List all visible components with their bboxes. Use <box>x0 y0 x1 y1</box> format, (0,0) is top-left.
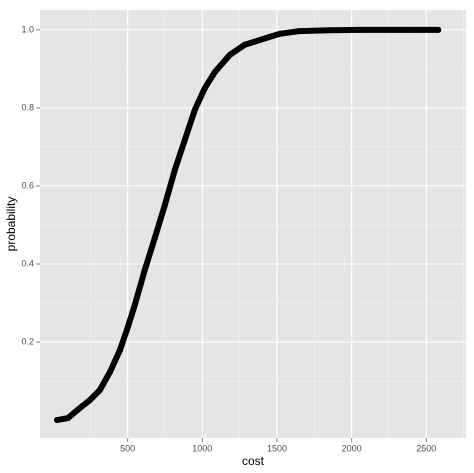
x-tick-label: 1500 <box>267 443 287 453</box>
point <box>435 26 442 33</box>
point <box>181 136 188 143</box>
point <box>393 26 400 33</box>
point <box>406 26 413 33</box>
x-tick-label: 2000 <box>342 443 362 453</box>
point <box>296 28 303 35</box>
point <box>151 234 158 241</box>
point <box>96 387 103 394</box>
y-tick-label: 1.0 <box>21 24 34 34</box>
point <box>276 30 283 37</box>
point <box>226 51 233 58</box>
y-tick-label: 0.2 <box>21 336 34 346</box>
point <box>241 41 248 48</box>
x-tick-label: 1000 <box>192 443 212 453</box>
y-axis-label: probability <box>4 197 18 252</box>
point <box>256 37 263 44</box>
y-tick-label: 0.8 <box>21 102 34 112</box>
point <box>171 166 178 173</box>
point <box>211 69 218 76</box>
point <box>123 326 130 333</box>
x-tick-label: 500 <box>120 443 135 453</box>
point <box>201 85 208 92</box>
y-tick-label: 0.6 <box>21 180 34 190</box>
point <box>86 397 93 404</box>
point <box>326 27 333 34</box>
plot-panel <box>40 10 466 438</box>
point <box>54 417 61 424</box>
point <box>116 347 123 354</box>
y-tick-label: 0.4 <box>21 258 34 268</box>
point <box>106 369 113 376</box>
x-tick-label: 2500 <box>416 443 436 453</box>
point <box>397 26 404 33</box>
point <box>131 301 138 308</box>
x-axis-label: cost <box>242 454 265 468</box>
point <box>77 404 84 411</box>
point <box>141 266 148 273</box>
point <box>161 202 168 209</box>
point <box>356 26 363 33</box>
point <box>412 26 419 33</box>
point <box>64 415 71 422</box>
point <box>191 106 198 113</box>
